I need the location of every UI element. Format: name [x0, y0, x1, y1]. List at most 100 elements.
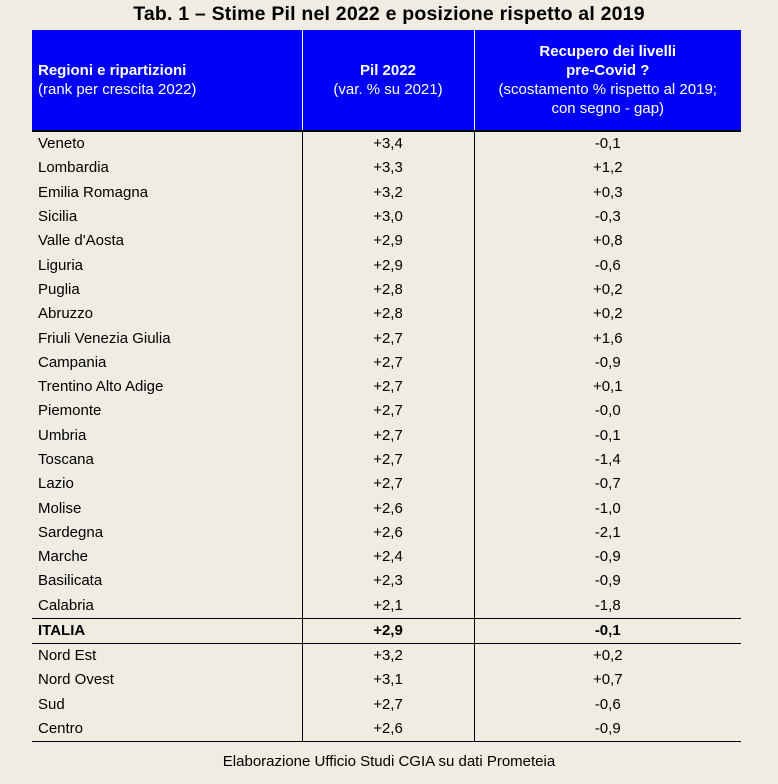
gap-value: -0,1: [473, 617, 741, 644]
table-row-region: Marche +2,4 -0,9: [32, 545, 741, 570]
row-label: Nord Est: [38, 647, 97, 665]
row-label: Sud: [38, 695, 65, 713]
pil-value: +2,6: [301, 496, 474, 521]
pil-value: +2,9: [301, 253, 474, 278]
gap-value: -0,1: [473, 423, 741, 448]
table-row-region: Friuli Venezia Giulia +2,7 +1,6: [32, 326, 741, 351]
table-row-area: Sud +2,7 -0,6: [32, 692, 741, 717]
pil-value: +2,6: [301, 716, 474, 742]
header-recovery-subtitle-line2: con segno - gap): [551, 100, 665, 117]
row-label: Toscana: [38, 451, 94, 468]
gap-value: +0,8: [473, 229, 741, 254]
pil-value: +2,8: [301, 277, 474, 303]
row-label: Calabria: [38, 596, 94, 614]
row-label: Abruzzo: [38, 305, 94, 323]
table-row-region: Lombardia +3,3 +1,2: [32, 156, 741, 181]
pil-value: +2,7: [301, 399, 474, 424]
table-row-region: Puglia +2,8 +0,2: [32, 277, 741, 303]
table-row-region: Veneto +3,4 -0,1: [32, 131, 741, 157]
gap-value: -2,1: [473, 520, 741, 546]
source-note: Elaborazione Ufficio Studi CGIA su dati …: [222, 753, 556, 770]
table-row-region: Emilia Romagna +3,2 +0,3: [32, 180, 741, 205]
pil-value: +3,2: [301, 643, 474, 669]
gap-value: -0,7: [473, 472, 741, 497]
table-row-region: Toscana +2,7 -1,4: [32, 447, 741, 473]
pil-value: +2,7: [301, 350, 474, 375]
gap-value: -0,9: [473, 545, 741, 570]
row-label: Valle d'Aosta: [38, 232, 124, 250]
pil-value: +2,4: [301, 545, 474, 570]
row-label: Nord Ovest: [38, 671, 114, 689]
gap-value: -1,0: [473, 496, 741, 521]
gap-value: -0,6: [473, 692, 741, 717]
gap-value: -0,9: [473, 569, 741, 594]
pil-value: +2,1: [301, 593, 474, 619]
table-row-region: Abruzzo +2,8 +0,2: [32, 302, 741, 327]
row-label: Puglia: [38, 280, 80, 298]
header-regions: Regioni e ripartizioni (rank per crescit…: [32, 30, 302, 131]
header-recovery-title-line2: pre-Covid ?: [566, 62, 650, 79]
row-label: Lazio: [38, 475, 74, 493]
header-regions-subtitle: (rank per crescita 2022): [38, 81, 197, 98]
gap-value: +0,2: [473, 277, 741, 303]
pil-value: +2,7: [301, 692, 474, 717]
table-row-region: Piemonte +2,7 -0,0: [32, 399, 741, 424]
table-row-region: Umbria +2,7 -0,1: [32, 423, 741, 448]
header-pil-title: Pil 2022: [360, 62, 416, 79]
gap-value: -0,3: [473, 204, 741, 230]
table-row-area: Centro +2,6 -0,9: [32, 716, 741, 742]
header-recovery-title-line1: Recupero dei livelli: [539, 43, 677, 60]
gap-value: -0,1: [473, 131, 741, 157]
pil-value: +2,7: [301, 326, 474, 351]
row-label: Umbria: [38, 426, 87, 444]
table-row-area: Nord Ovest +3,1 +0,7: [32, 668, 741, 693]
table-row-region: Liguria +2,9 -0,6: [32, 253, 741, 278]
row-label: Marche: [38, 548, 89, 566]
pil-value: +2,7: [301, 447, 474, 473]
header-recovery: Recupero dei livelli pre-Covid ? (scosta…: [473, 30, 741, 131]
gap-value: -0,6: [473, 253, 741, 278]
header-regions-title: Regioni e ripartizioni: [38, 62, 187, 79]
gap-value: +0,1: [473, 374, 741, 400]
row-label: ITALIA: [32, 617, 302, 644]
table-header-row: Regioni e ripartizioni (rank per crescit…: [32, 30, 741, 131]
row-label: Emilia Romagna: [38, 183, 149, 201]
pil-value: +3,4: [301, 131, 474, 157]
row-label: Lombardia: [38, 159, 109, 177]
gap-value: +1,6: [473, 326, 741, 351]
pil-value: +2,7: [301, 423, 474, 448]
gap-value: +0,3: [473, 180, 741, 205]
table-row-region: Lazio +2,7 -0,7: [32, 472, 741, 497]
pil-value: +3,1: [301, 668, 474, 693]
header-recovery-subtitle-line1: (scostamento % rispetto al 2019;: [498, 81, 717, 98]
row-label: Liguria: [38, 256, 84, 274]
pil-value: +3,0: [301, 204, 474, 230]
row-label: Sicilia: [38, 208, 78, 226]
table-title: Tab. 1 – Stime Pil nel 2022 e posizione …: [133, 3, 645, 25]
table-row-region: Sicilia +3,0 -0,3: [32, 204, 741, 230]
gap-value: -1,8: [473, 593, 741, 619]
table-row-region: Campania +2,7 -0,9: [32, 350, 741, 375]
gap-value: -0,9: [473, 350, 741, 375]
table-row-total: ITALIA +2,9 -0,1: [32, 617, 741, 644]
pil-value: +3,2: [301, 180, 474, 205]
row-label: Friuli Venezia Giulia: [38, 329, 171, 347]
row-label: Molise: [38, 499, 82, 517]
table-row-region: Molise +2,6 -1,0: [32, 496, 741, 521]
pil-value: +2,3: [301, 569, 474, 594]
pil-value: +3,3: [301, 156, 474, 181]
row-label: Piemonte: [38, 402, 102, 420]
pil-value: +2,8: [301, 302, 474, 327]
table-row-region: Calabria +2,1 -1,8: [32, 593, 741, 619]
table-row-region: Basilicata +2,3 -0,9: [32, 569, 741, 594]
table-row-region: Valle d'Aosta +2,9 +0,8: [32, 229, 741, 254]
row-label: Campania: [38, 353, 107, 371]
gap-value: +0,7: [473, 668, 741, 693]
gap-value: -1,4: [473, 447, 741, 473]
pil-value: +2,9: [301, 617, 474, 644]
gap-value: +0,2: [473, 643, 741, 669]
pil-value: +2,7: [301, 374, 474, 400]
gap-value: +0,2: [473, 302, 741, 327]
table-row-area: Nord Est +3,2 +0,2: [32, 643, 741, 669]
pil-value: +2,9: [301, 229, 474, 254]
